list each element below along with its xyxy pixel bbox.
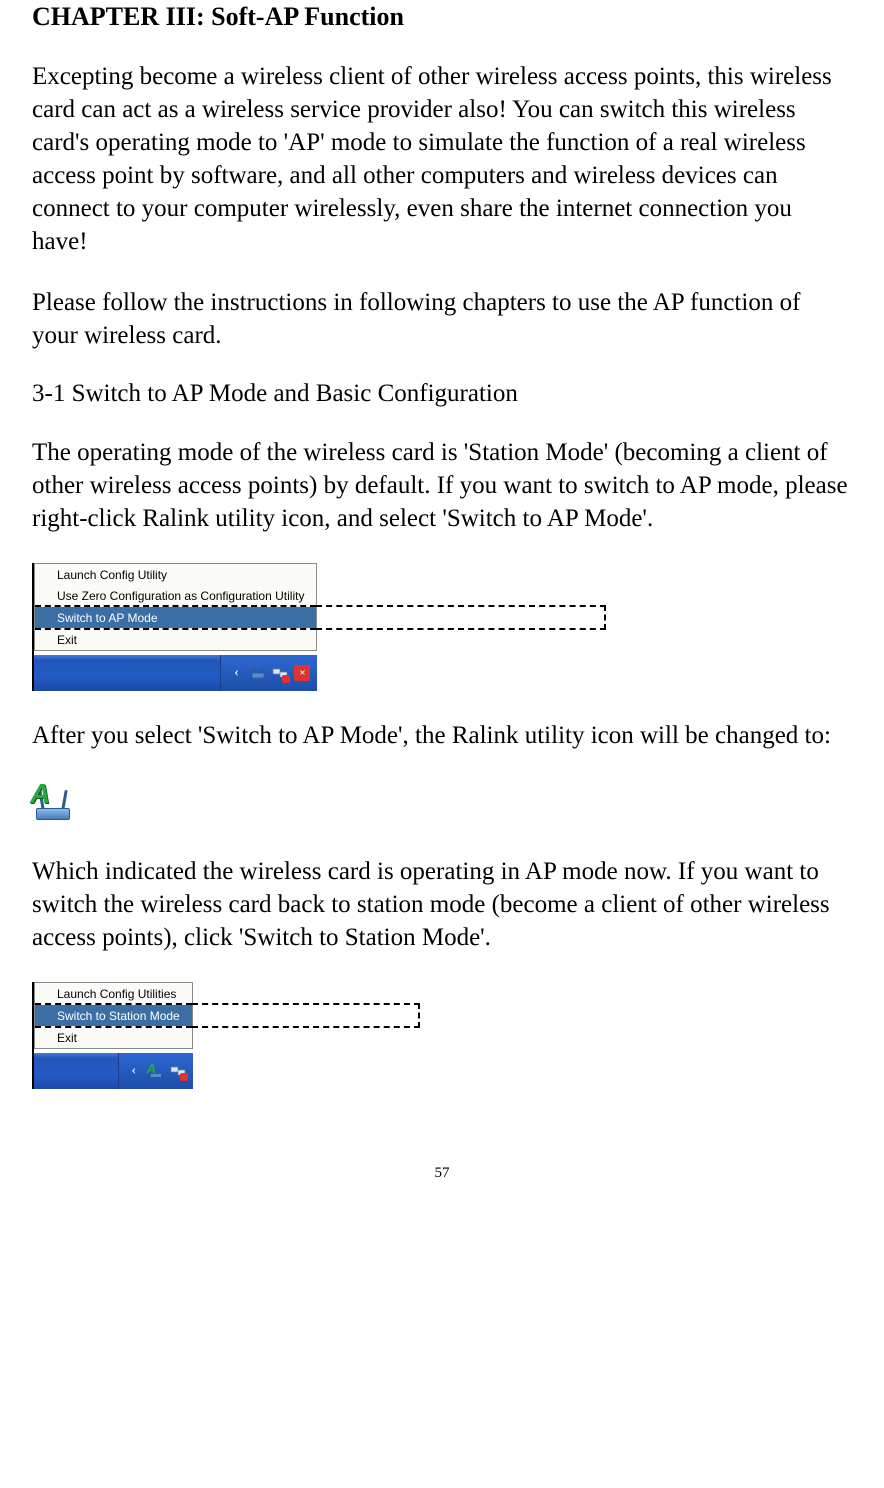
menu-item-label: Launch Config Utilities — [57, 987, 176, 1001]
menu-item-label: Switch to AP Mode — [57, 611, 158, 625]
menu-item-exit[interactable]: Exit — [35, 629, 316, 650]
menu-item-launch-config[interactable]: Launch Config Utility — [35, 564, 316, 585]
menu-item-highlight-wrap-2: Switch to Station Mode — [35, 1003, 192, 1028]
menu-item-launch-utilities[interactable]: Launch Config Utilities — [35, 983, 192, 1004]
op-mode-paragraph: The operating mode of the wireless card … — [32, 436, 852, 535]
context-menu-screenshot-2: Launch Config Utilities Switch to Statio… — [32, 982, 193, 1089]
ap-letter-a: A — [30, 778, 50, 810]
tray-expand-icon[interactable]: ‹ — [227, 664, 245, 682]
section-3-1-title: 3-1 Switch to AP Mode and Basic Configur… — [32, 380, 852, 408]
after-select-paragraph: After you select 'Switch to AP Mode', th… — [32, 719, 852, 752]
ralink-ap-tray-icon[interactable]: A — [147, 1062, 165, 1080]
windows-taskbar-2: ‹ A — [34, 1053, 193, 1089]
intro-paragraph: Excepting become a wireless client of ot… — [32, 60, 852, 258]
network-icon-2[interactable] — [169, 1062, 187, 1080]
tray-expand-icon-2[interactable]: ‹ — [125, 1062, 143, 1080]
context-menu-1: Launch Config Utility Use Zero Configura… — [34, 563, 317, 651]
security-shield-icon[interactable]: × — [293, 664, 311, 682]
menu-item-label: Launch Config Utility — [57, 568, 167, 582]
system-tray: ‹ × — [220, 655, 317, 691]
menu-item-zero-config[interactable]: Use Zero Configuration as Configuration … — [35, 585, 316, 606]
windows-taskbar: ‹ × — [34, 655, 317, 691]
menu-item-exit-2[interactable]: Exit — [35, 1027, 192, 1048]
ralink-tray-icon[interactable] — [249, 664, 267, 682]
context-menu-screenshot-1: Launch Config Utility Use Zero Configura… — [32, 563, 317, 691]
network-icon[interactable] — [271, 664, 289, 682]
menu-item-switch-ap[interactable]: Switch to AP Mode — [35, 607, 316, 628]
menu-item-label: Exit — [57, 1031, 77, 1045]
ap-mode-icon-block: A — [32, 780, 74, 822]
follow-paragraph: Please follow the instructions in follow… — [32, 286, 852, 352]
chapter-title: CHAPTER III: Soft-AP Function — [32, 2, 852, 32]
page-number: 57 — [32, 1165, 852, 1182]
menu-item-highlight-wrap: Switch to AP Mode — [35, 605, 316, 630]
annotation-dashed-box-2 — [192, 1003, 420, 1028]
menu-item-switch-station[interactable]: Switch to Station Mode — [35, 1005, 192, 1026]
menu-item-label: Use Zero Configuration as Configuration … — [57, 589, 304, 603]
menu-item-label: Switch to Station Mode — [57, 1009, 180, 1023]
ap-mode-icon: A — [32, 780, 74, 822]
menu-item-label: Exit — [57, 633, 77, 647]
context-menu-2: Launch Config Utilities Switch to Statio… — [34, 982, 193, 1049]
annotation-dashed-box — [316, 605, 606, 630]
system-tray-2: ‹ A — [118, 1053, 193, 1089]
which-indicated-paragraph: Which indicated the wireless card is ope… — [32, 855, 852, 954]
